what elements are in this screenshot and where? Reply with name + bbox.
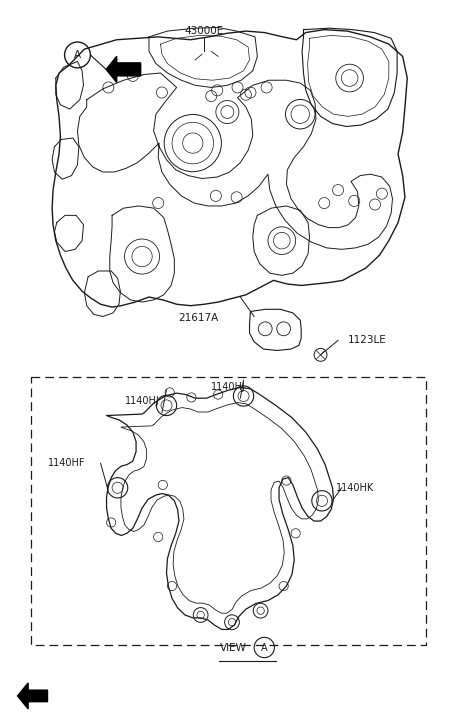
- Text: A: A: [260, 643, 267, 653]
- Text: 1123LE: 1123LE: [347, 335, 386, 345]
- Text: 1140HJ: 1140HJ: [211, 382, 245, 393]
- Text: 1140HK: 1140HK: [335, 483, 373, 493]
- Text: 43000E: 43000E: [184, 26, 224, 36]
- Text: A: A: [74, 50, 81, 60]
- Polygon shape: [106, 57, 140, 82]
- Text: VIEW: VIEW: [219, 643, 246, 653]
- Text: FR.: FR.: [24, 691, 43, 701]
- Text: 21617A: 21617A: [177, 313, 218, 323]
- Text: 1140HF: 1140HF: [47, 458, 85, 468]
- Text: 1140HJ: 1140HJ: [125, 396, 159, 406]
- Polygon shape: [18, 683, 47, 709]
